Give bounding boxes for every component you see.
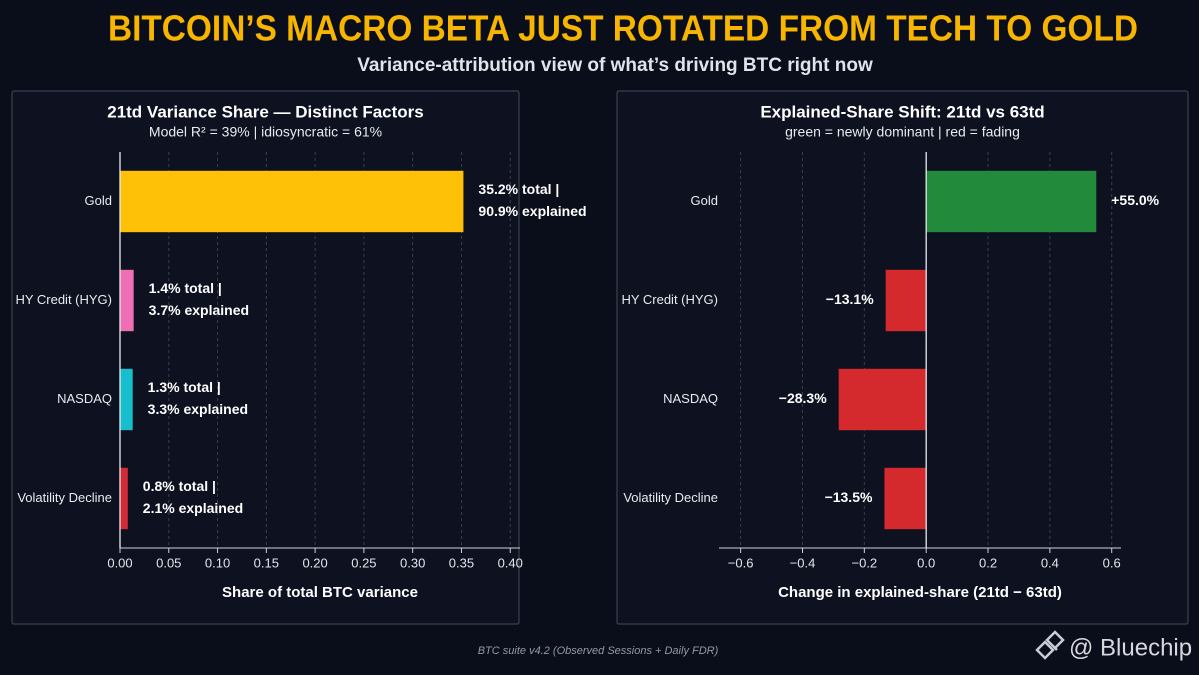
- category-label: Gold: [85, 193, 112, 208]
- category-label: HY Credit (HYG): [15, 292, 112, 307]
- value-label: −13.5%: [825, 489, 873, 505]
- value-label: 1.4% total |: [149, 280, 222, 296]
- x-tick-label: −0.4: [790, 555, 816, 570]
- value-label: −13.1%: [826, 291, 874, 307]
- value-label: 0.8% total |: [143, 478, 216, 494]
- page-subtitle: Variance-attribution view of what’s driv…: [357, 55, 873, 76]
- x-tick-label: 0.05: [156, 555, 181, 570]
- x-tick-label: −0.6: [728, 555, 754, 570]
- x-axis-label: Share of total BTC variance: [222, 584, 418, 601]
- category-label: NASDAQ: [663, 391, 718, 406]
- x-tick-label: 0.2: [979, 555, 997, 570]
- x-tick-label: 0.40: [498, 555, 523, 570]
- bar: [120, 467, 128, 530]
- chart-title: Explained-Share Shift: 21td vs 63td: [760, 102, 1044, 121]
- category-label: Gold: [691, 193, 718, 208]
- footer: BTC suite v4.2 (Observed Sessions + Dail…: [478, 645, 719, 657]
- x-tick-label: 0.15: [254, 555, 279, 570]
- chart-subtitle: Model R² = 39% | idiosyncratic = 61%: [149, 124, 382, 140]
- brand-logo: [1035, 630, 1065, 660]
- charts: 21td Variance Share — Distinct Factors Mo…: [15, 102, 1159, 600]
- bar: [838, 368, 927, 431]
- value-label: 2.1% explained: [143, 500, 243, 516]
- category-label: NASDAQ: [57, 391, 112, 406]
- bar: [120, 368, 133, 431]
- bar: [884, 467, 927, 530]
- page-title: BITCOIN’S MACRO BETA JUST ROTATED FROM T…: [108, 8, 1138, 49]
- x-tick-label: 0.4: [1041, 555, 1059, 570]
- bar: [926, 170, 1097, 233]
- bar: [885, 269, 927, 332]
- chart-title: 21td Variance Share — Distinct Factors: [107, 102, 424, 121]
- category-label: Volatility Decline: [17, 490, 112, 505]
- x-axis-label: Change in explained-share (21td − 63td): [778, 584, 1062, 601]
- x-tick-label: 0.35: [449, 555, 474, 570]
- x-tick-label: 0.0: [917, 555, 935, 570]
- value-label: −28.3%: [779, 390, 827, 406]
- value-label: 1.3% total |: [148, 379, 221, 395]
- panel: [616, 90, 1189, 625]
- category-label: HY Credit (HYG): [621, 292, 718, 307]
- value-label: 3.3% explained: [148, 401, 248, 417]
- value-label: 3.7% explained: [149, 302, 249, 318]
- chart-subtitle: green = newly dominant | red = fading: [785, 124, 1020, 140]
- x-tick-label: 0.00: [107, 555, 132, 570]
- bar: [120, 269, 134, 332]
- logo-icon: [1035, 630, 1065, 660]
- value-label: 90.9% explained: [478, 203, 586, 219]
- x-tick-label: 0.10: [205, 555, 230, 570]
- x-tick-label: 0.6: [1103, 555, 1121, 570]
- brand: @ Bluechip: [1069, 634, 1192, 661]
- x-tick-label: −0.2: [852, 555, 878, 570]
- category-label: Volatility Decline: [623, 490, 718, 505]
- x-tick-label: 0.30: [400, 555, 425, 570]
- value-label: +55.0%: [1111, 192, 1159, 208]
- x-tick-label: 0.20: [302, 555, 327, 570]
- bar: [120, 170, 464, 233]
- value-label: 35.2% total |: [478, 181, 559, 197]
- x-tick-label: 0.25: [351, 555, 376, 570]
